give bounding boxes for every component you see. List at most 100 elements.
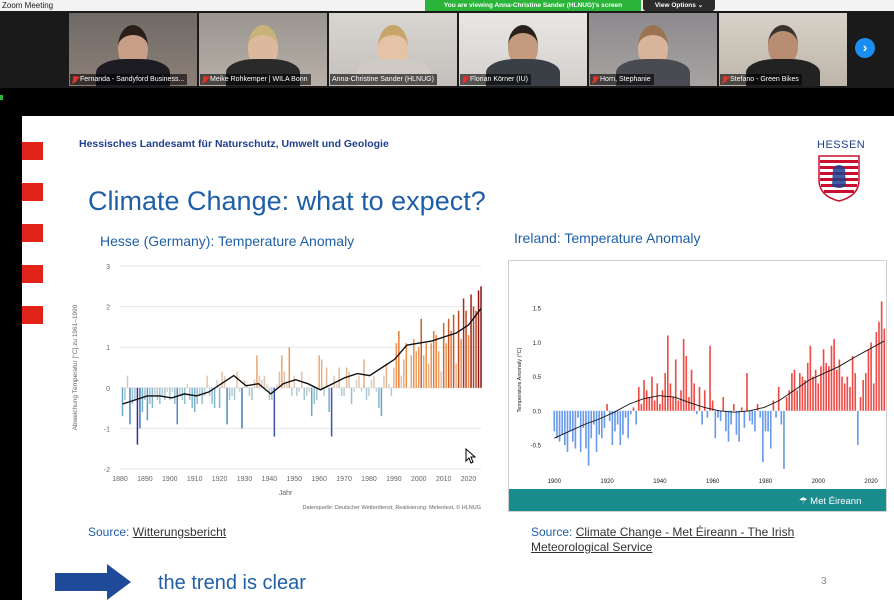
- data-bar: [328, 387, 330, 413]
- participant-name: Horn, Stephanie: [600, 76, 651, 83]
- data-bar: [656, 383, 659, 411]
- data-bar: [413, 339, 415, 388]
- x-tick-label: 1960: [311, 476, 327, 483]
- data-bar: [251, 387, 253, 400]
- data-bar: [390, 387, 393, 396]
- data-bar: [783, 410, 785, 469]
- data-bar: [659, 403, 661, 411]
- data-bar: [156, 387, 159, 400]
- data-bar: [664, 373, 666, 411]
- data-bar: [698, 386, 701, 411]
- participant-name: Fernanda - Sandyford Business...: [80, 76, 185, 83]
- data-bar: [577, 410, 579, 418]
- data-bar: [566, 410, 569, 452]
- y-axis-label: Abweichung Temperatur [°C] zu 1961–1990: [71, 304, 79, 430]
- data-bar: [727, 410, 730, 442]
- y-tick-label: 3: [106, 264, 110, 271]
- data-bar: [325, 367, 328, 388]
- participant-tile[interactable]: Meike Rohkemper | WILA Bonn: [199, 13, 327, 86]
- data-bar: [619, 410, 622, 446]
- source-right-prefix: Source:: [531, 525, 576, 539]
- data-bar: [191, 387, 193, 409]
- data-bar: [233, 387, 236, 400]
- data-bar: [685, 356, 688, 411]
- data-bar: [323, 387, 325, 396]
- data-bar: [682, 338, 685, 411]
- x-tick-label: 1930: [237, 476, 253, 483]
- participant-caption: Florian Körner (IU): [460, 74, 531, 85]
- data-bar: [146, 387, 149, 421]
- data-bar: [368, 387, 370, 396]
- data-bar: [228, 387, 231, 400]
- witterungsbericht-link[interactable]: Witterungsbericht: [132, 525, 227, 539]
- x-tick-label: 1900: [548, 479, 562, 485]
- data-bar: [236, 371, 238, 388]
- data-bar: [418, 347, 420, 388]
- data-bar: [598, 410, 600, 435]
- x-axis-label: Jahr: [279, 490, 293, 497]
- data-bar: [814, 369, 817, 411]
- data-bar: [582, 410, 585, 428]
- data-bar: [780, 410, 783, 425]
- x-tick-label: 2010: [436, 476, 452, 483]
- data-bar: [835, 369, 838, 411]
- data-bar: [176, 387, 179, 425]
- data-bar: [183, 387, 186, 405]
- arrow-right-icon: [55, 564, 131, 600]
- hesse-temperature-chart: -2 -1 0 1 2 3 1880 1890 1900 1910 1920 1930 1940 1950…: [71, 264, 482, 511]
- data-bar: [340, 387, 343, 396]
- data-bar: [363, 359, 365, 388]
- x-tick-label: 1940: [262, 476, 278, 483]
- data-bar: [480, 286, 482, 388]
- data-bar: [201, 387, 203, 405]
- data-bar: [706, 410, 709, 418]
- data-bar: [298, 387, 301, 392]
- data-bar: [422, 355, 425, 388]
- data-bar: [330, 387, 333, 437]
- data-bar: [854, 373, 857, 411]
- data-bar: [875, 332, 878, 411]
- data-bar: [335, 383, 338, 388]
- source-left-prefix: Source:: [88, 525, 133, 539]
- participant-tile[interactable]: Horn, Stephanie: [589, 13, 717, 86]
- data-bar: [221, 371, 223, 388]
- met-eireann-link[interactable]: Climate Change - Met Éireann - The Irish…: [531, 525, 795, 554]
- data-bar: [769, 410, 772, 449]
- data-bar: [281, 355, 283, 388]
- data-bar: [564, 410, 566, 446]
- conclusion-text: the trend is clear: [158, 572, 306, 594]
- participant-tile[interactable]: Fernanda - Sandyford Business...: [69, 13, 197, 86]
- data-bar: [470, 294, 472, 388]
- data-bar: [674, 359, 677, 411]
- gallery-next-button[interactable]: ›: [855, 38, 875, 58]
- data-bar: [378, 387, 380, 409]
- view-options-button[interactable]: View Options ⌄: [643, 0, 715, 11]
- data-bar: [151, 387, 154, 409]
- data-bar: [846, 376, 849, 411]
- participant-tile[interactable]: Stefano - Green Bikes: [719, 13, 847, 86]
- data-bar: [437, 351, 440, 388]
- data-bar: [139, 387, 141, 429]
- data-bar: [878, 321, 880, 411]
- x-tick-label: 1880: [112, 476, 128, 483]
- mic-muted-icon: [722, 75, 728, 84]
- data-bar: [748, 410, 751, 422]
- data-bar: [452, 314, 455, 388]
- data-bar: [186, 383, 188, 388]
- data-bar: [558, 410, 561, 442]
- y-tick-label: 1.0: [533, 341, 542, 347]
- y-tick-label: 1: [106, 345, 110, 352]
- participant-caption: Fernanda - Sandyford Business...: [70, 74, 188, 85]
- source-left: Source: Witterungsbericht: [88, 525, 226, 539]
- active-speaker-tile[interactable]: Anna-Christine Sander (HLNUG): [329, 13, 457, 86]
- y-tick-label: -1: [104, 426, 110, 433]
- participant-tile[interactable]: Florian Körner (IU): [459, 13, 587, 86]
- data-bar: [231, 387, 233, 396]
- data-bar: [796, 390, 798, 411]
- data-bar: [206, 375, 208, 388]
- data-bar: [600, 410, 603, 439]
- data-bar: [425, 343, 427, 388]
- data-bar: [161, 387, 164, 396]
- data-bar: [637, 386, 640, 411]
- x-tick-label: 2020: [461, 476, 477, 483]
